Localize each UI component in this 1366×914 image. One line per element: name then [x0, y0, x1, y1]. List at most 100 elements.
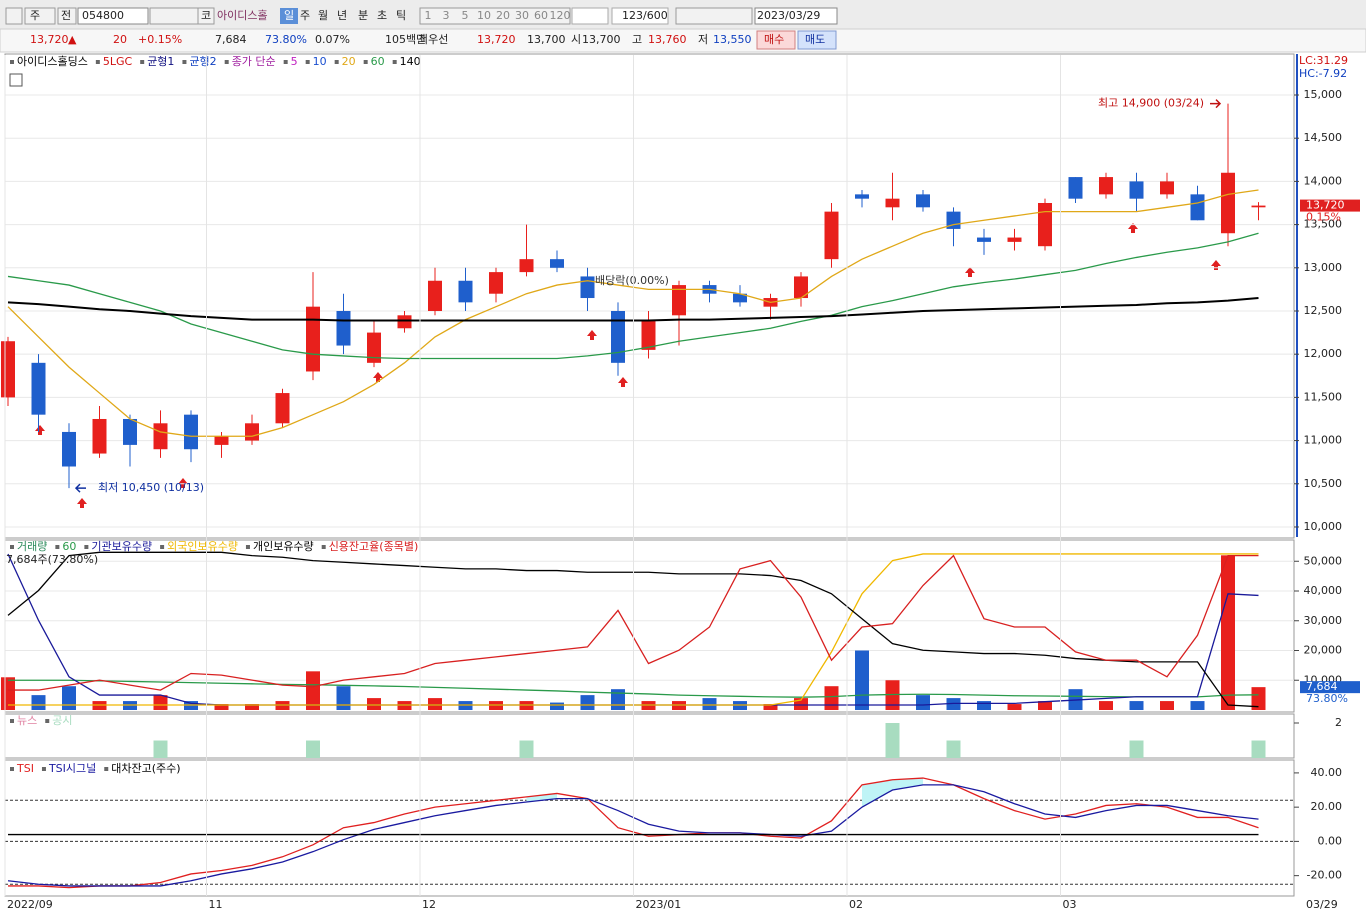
- legend-entry: 10: [313, 55, 327, 68]
- y-tick-label: 14,500: [1304, 131, 1343, 144]
- interval-button: 10: [477, 9, 491, 22]
- legend-entry: 20: [342, 55, 356, 68]
- candle-body: [1099, 177, 1113, 195]
- quote-volume: 7,684: [215, 33, 247, 46]
- legend-entry: 개인보유수량: [253, 540, 314, 553]
- quote-bid: 13,700: [527, 33, 566, 46]
- volume-ratio-label: 73.80%: [1306, 692, 1348, 705]
- bar: [946, 698, 961, 710]
- bar: [885, 723, 900, 758]
- quote-change-pct: +0.15%: [138, 33, 182, 46]
- bar: [702, 698, 717, 710]
- bar: [1160, 701, 1174, 710]
- legend-marker: [182, 60, 187, 64]
- menu-button[interactable]: [5, 7, 23, 25]
- bar: [306, 740, 320, 758]
- interval-button: 60: [534, 9, 548, 22]
- candle-body: [397, 315, 412, 329]
- period-active[interactable]: [280, 8, 298, 24]
- best-label: 최우선: [418, 33, 448, 46]
- interval-group[interactable]: [419, 7, 571, 25]
- buy-arrow: [35, 425, 45, 435]
- x-tick-label: 03: [1063, 898, 1077, 911]
- legend-marker: [140, 60, 145, 64]
- x-tick-label: 02: [849, 898, 863, 911]
- table-icon[interactable]: [9, 73, 23, 87]
- bar: [794, 698, 808, 710]
- last-price-label: 13,720: [1306, 199, 1345, 212]
- quote-texts: 13,720 ▲ 20 +0.15% 7,684 73.80% 0.07% 10…: [30, 30, 837, 50]
- tsi-fill: [862, 779, 893, 808]
- market-label: 코: [201, 9, 211, 22]
- buy-button[interactable]: [756, 30, 796, 50]
- bar: [1129, 740, 1144, 758]
- y-tick-label: 10,000: [1304, 520, 1343, 533]
- candle-body: [1190, 194, 1205, 221]
- tsi-fill: [526, 793, 557, 803]
- buy-arrow: [965, 267, 975, 277]
- last-volume-tag: [1300, 681, 1360, 694]
- prev-button[interactable]: [57, 7, 77, 25]
- bar: [550, 702, 564, 710]
- bar: [946, 740, 961, 758]
- market-button[interactable]: [197, 7, 215, 25]
- candle-body: [214, 436, 229, 445]
- annotation-arrow: [74, 483, 86, 493]
- quote-price: 13,720: [30, 33, 69, 46]
- candle-body: [1160, 181, 1174, 195]
- legend-marker: [104, 767, 109, 771]
- date-text: 2023/03/29: [757, 9, 820, 22]
- code-text: 054800: [82, 9, 124, 22]
- annotation: 최고 14,900 (03/24): [1098, 97, 1204, 110]
- y-tick-label: 11,500: [1304, 390, 1343, 403]
- quote-open: 13,700: [582, 33, 621, 46]
- period-button: 틱: [396, 9, 406, 22]
- y-tick-label: 20,000: [1304, 644, 1343, 657]
- candle-body: [519, 259, 534, 273]
- bar: [1099, 701, 1113, 710]
- legend-marker: [224, 60, 229, 64]
- open-label: 시: [571, 33, 581, 46]
- buy-arrow: [587, 330, 597, 340]
- bar: [824, 686, 839, 710]
- bar: [855, 650, 869, 710]
- bar: [1007, 704, 1022, 710]
- annotation-arrow: [1210, 99, 1222, 109]
- y-tick-label: 2: [1335, 716, 1342, 729]
- period-button: 일: [284, 8, 294, 22]
- y-tick-label: 13,500: [1304, 218, 1343, 231]
- legend-marker: [10, 719, 14, 723]
- legend-entry: 신용잔고율(종목별): [329, 540, 419, 553]
- legend-entry: 공시: [52, 714, 72, 727]
- period-button: 월: [318, 9, 328, 22]
- candle-body: [245, 423, 259, 441]
- candle-body: [1068, 177, 1083, 199]
- y-tick-label: 12,000: [1304, 347, 1343, 360]
- quote-change: 20: [113, 33, 127, 46]
- interval-input[interactable]: [571, 7, 609, 25]
- y-tick-label: 15,000: [1304, 88, 1343, 101]
- date-input[interactable]: [754, 7, 838, 25]
- candle-body: [855, 194, 869, 199]
- bar: [306, 671, 320, 710]
- buy-arrow: [618, 377, 628, 387]
- bar: [1221, 555, 1235, 710]
- period-button: 년: [337, 9, 347, 22]
- lc-label: LC:31.29: [1299, 54, 1348, 67]
- tool-buttons[interactable]: [675, 7, 753, 25]
- legend-marker: [10, 545, 14, 549]
- buy-label: 매수: [764, 33, 784, 46]
- candle-body: [367, 332, 381, 363]
- candle-body: [794, 276, 808, 299]
- quote-ask: 13,720: [477, 33, 516, 46]
- sell-button[interactable]: [797, 30, 837, 50]
- quote-high: 13,760: [648, 33, 687, 46]
- bar: [245, 704, 259, 710]
- code-input[interactable]: [77, 7, 149, 25]
- count-box[interactable]: [611, 7, 669, 25]
- legend-marker: [283, 60, 288, 64]
- last-price-pct: 0.15%: [1306, 211, 1341, 224]
- legend-marker: [321, 545, 326, 549]
- type-select[interactable]: [24, 7, 56, 25]
